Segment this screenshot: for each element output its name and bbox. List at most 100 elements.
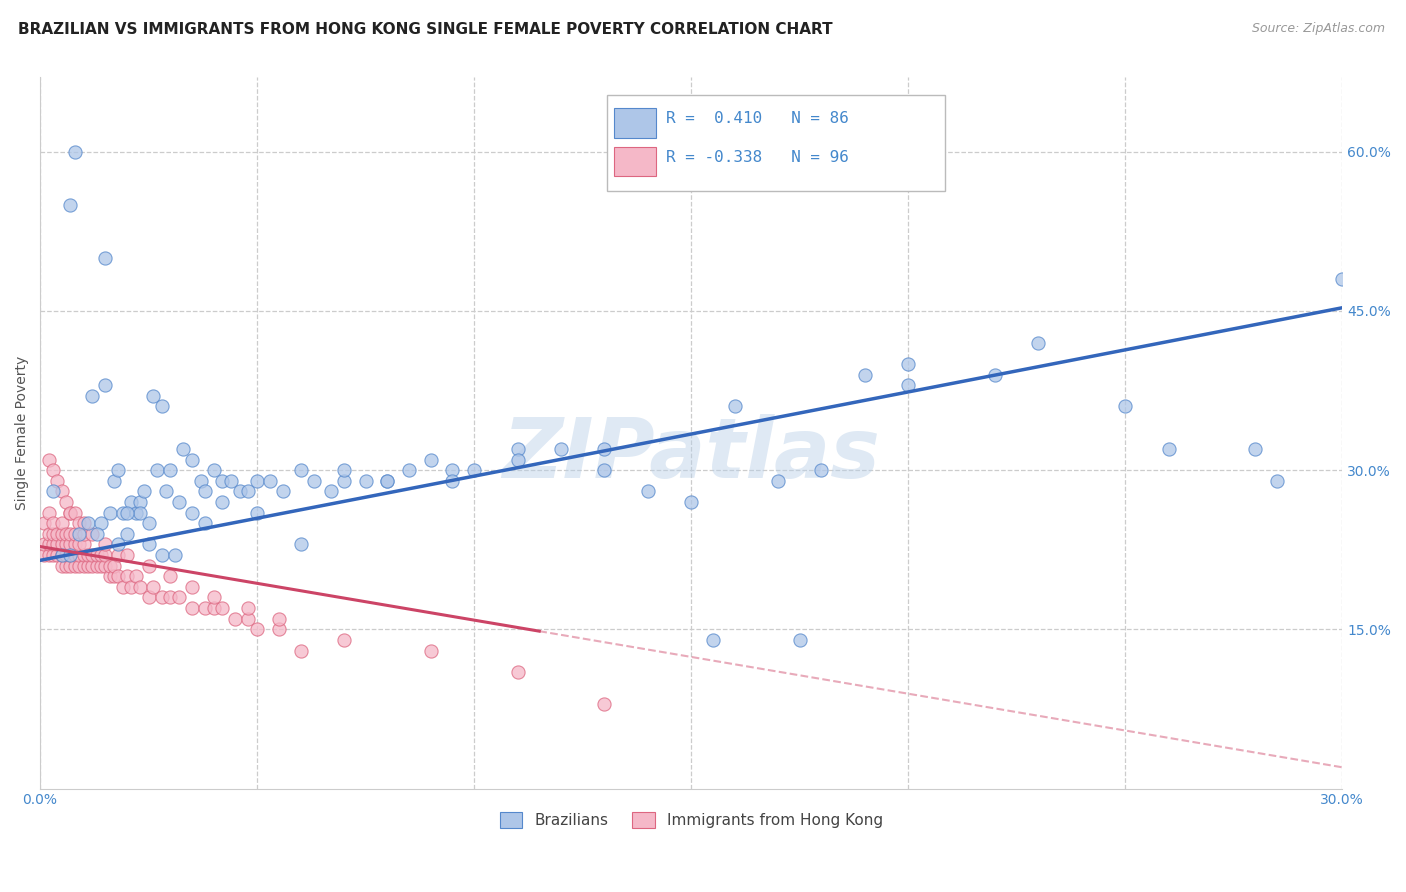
Point (59, 506, 82, 520)
Point (90, 548, 112, 562)
Point (593, 463, 616, 477)
Point (67, 526, 90, 541)
Point (59, 548, 82, 562)
Point (76, 548, 98, 562)
Point (723, 400, 745, 414)
Point (103, 474, 125, 488)
Point (98, 569, 121, 583)
Point (51, 548, 73, 562)
Point (267, 612, 290, 626)
Point (290, 463, 312, 477)
Text: BRAZILIAN VS IMMIGRANTS FROM HONG KONG SINGLE FEMALE POVERTY CORRELATION CHART: BRAZILIAN VS IMMIGRANTS FROM HONG KONG S… (18, 22, 832, 37)
Point (1265, 474, 1288, 488)
Point (72, 537, 94, 551)
Point (55, 537, 77, 551)
Point (853, 368, 876, 382)
Point (333, 463, 356, 477)
Y-axis label: Single Female Poverty: Single Female Poverty (15, 356, 30, 510)
Point (593, 697, 616, 711)
Point (42, 516, 65, 531)
Point (38, 452, 60, 467)
Point (72, 558, 94, 573)
Point (55, 558, 77, 573)
Point (681, 495, 703, 509)
Text: ZIPatlas: ZIPatlas (502, 414, 880, 495)
Point (419, 643, 441, 657)
Point (67, 548, 90, 562)
Point (55, 548, 77, 562)
Point (82, 526, 104, 541)
Point (59, 548, 82, 562)
Point (702, 632, 724, 647)
Point (115, 548, 138, 562)
Point (120, 495, 142, 509)
Point (290, 537, 312, 551)
Point (267, 623, 290, 637)
Point (181, 580, 204, 594)
Point (1114, 400, 1136, 414)
Point (134, 484, 156, 499)
Point (550, 442, 572, 456)
Point (984, 368, 1007, 382)
Point (211, 601, 233, 615)
Point (167, 495, 190, 509)
Point (38, 526, 60, 541)
Point (138, 591, 160, 605)
Point (194, 484, 217, 499)
Point (72, 516, 94, 531)
Point (1331, 272, 1354, 286)
Point (142, 389, 165, 403)
Point (167, 591, 190, 605)
Point (63, 145, 86, 159)
Text: Source: ZipAtlas.com: Source: ZipAtlas.com (1251, 22, 1385, 36)
Point (103, 558, 125, 573)
Point (163, 548, 186, 562)
Point (76, 516, 98, 531)
Point (63, 548, 86, 562)
Point (172, 442, 194, 456)
Point (42, 484, 65, 499)
Point (441, 474, 464, 488)
Point (51, 537, 73, 551)
Point (115, 526, 138, 541)
Point (202, 463, 225, 477)
Point (419, 452, 441, 467)
Point (86, 548, 108, 562)
Point (63, 526, 86, 541)
Point (124, 569, 146, 583)
Point (441, 463, 464, 477)
Point (82, 558, 104, 573)
Point (63, 558, 86, 573)
Point (138, 537, 160, 551)
Point (98, 558, 121, 573)
Point (38, 548, 60, 562)
Point (375, 474, 398, 488)
Point (107, 537, 129, 551)
Point (51, 484, 73, 499)
Point (111, 506, 134, 520)
Text: R =  0.410   N = 86: R = 0.410 N = 86 (666, 112, 849, 126)
Point (150, 548, 173, 562)
Point (120, 580, 142, 594)
Point (72, 526, 94, 541)
Point (211, 474, 233, 488)
Point (506, 442, 529, 456)
Point (181, 506, 204, 520)
Point (51, 548, 73, 562)
Point (319, 484, 342, 499)
Point (271, 484, 294, 499)
Point (124, 506, 146, 520)
Point (224, 612, 246, 626)
Point (333, 632, 356, 647)
Point (637, 484, 659, 499)
Point (67, 537, 90, 551)
Point (107, 463, 129, 477)
Point (34, 548, 56, 562)
Point (42, 463, 65, 477)
Point (86, 558, 108, 573)
Point (67, 516, 90, 531)
Point (46, 526, 69, 541)
Point (82, 548, 104, 562)
Point (506, 452, 529, 467)
Point (246, 506, 269, 520)
